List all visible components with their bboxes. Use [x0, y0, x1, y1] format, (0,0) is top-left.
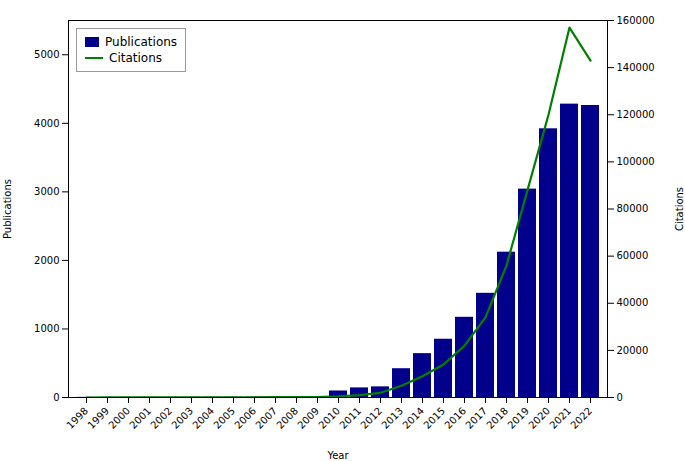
svg-text:1998: 1998: [64, 405, 90, 431]
svg-text:2016: 2016: [442, 405, 468, 431]
svg-text:2003: 2003: [169, 405, 195, 431]
svg-text:2007: 2007: [253, 405, 279, 431]
svg-text:Citations: Citations: [674, 187, 685, 231]
svg-text:100000: 100000: [617, 156, 655, 167]
html-text:Citations: Citations: [109, 51, 162, 65]
svg-text:40000: 40000: [617, 297, 649, 308]
svg-text:140000: 140000: [617, 62, 655, 73]
svg-text:2008: 2008: [274, 405, 300, 431]
svg-text:120000: 120000: [617, 109, 655, 120]
svg-text:2015: 2015: [421, 405, 447, 431]
svg-text:2012: 2012: [358, 405, 384, 431]
svg-text:60000: 60000: [617, 250, 649, 261]
svg-text:Publications: Publications: [2, 179, 13, 239]
html-text:Publications: Publications: [105, 35, 178, 49]
svg-text:2000: 2000: [34, 255, 59, 266]
svg-text:2022: 2022: [568, 405, 594, 431]
svg-text:2018: 2018: [484, 405, 510, 431]
svg-text:1999: 1999: [85, 405, 111, 431]
svg-text:4000: 4000: [34, 118, 59, 129]
svg-text:Year: Year: [326, 450, 349, 461]
svg-text:2001: 2001: [127, 405, 153, 431]
svg-text:2011: 2011: [337, 405, 363, 431]
svg-text:0: 0: [53, 392, 59, 403]
svg-text:80000: 80000: [617, 203, 649, 214]
svg-text:2006: 2006: [232, 405, 258, 431]
svg-text:2010: 2010: [316, 405, 342, 431]
svg-text:2019: 2019: [505, 405, 531, 431]
svg-text:1000: 1000: [34, 323, 59, 334]
svg-text:2000: 2000: [106, 405, 132, 431]
svg-text:2014: 2014: [400, 405, 426, 431]
svg-text:20000: 20000: [617, 345, 649, 356]
svg-text:2002: 2002: [148, 405, 174, 431]
svg-text:5000: 5000: [34, 49, 59, 60]
svg-text:2017: 2017: [463, 405, 489, 431]
svg-text:2009: 2009: [295, 405, 321, 431]
svg-text:0: 0: [617, 392, 623, 403]
svg-text:160000: 160000: [617, 15, 655, 26]
svg-text:2021: 2021: [547, 405, 573, 431]
svg-text:2004: 2004: [190, 405, 216, 431]
svg-text:2020: 2020: [526, 405, 552, 431]
svg-text:3000: 3000: [34, 186, 59, 197]
svg-text:2013: 2013: [379, 405, 405, 431]
svg-text:2005: 2005: [211, 405, 237, 431]
